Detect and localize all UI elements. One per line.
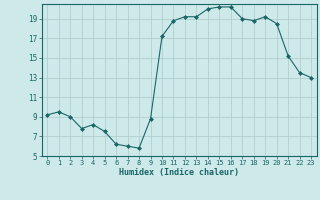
X-axis label: Humidex (Indice chaleur): Humidex (Indice chaleur) bbox=[119, 168, 239, 177]
